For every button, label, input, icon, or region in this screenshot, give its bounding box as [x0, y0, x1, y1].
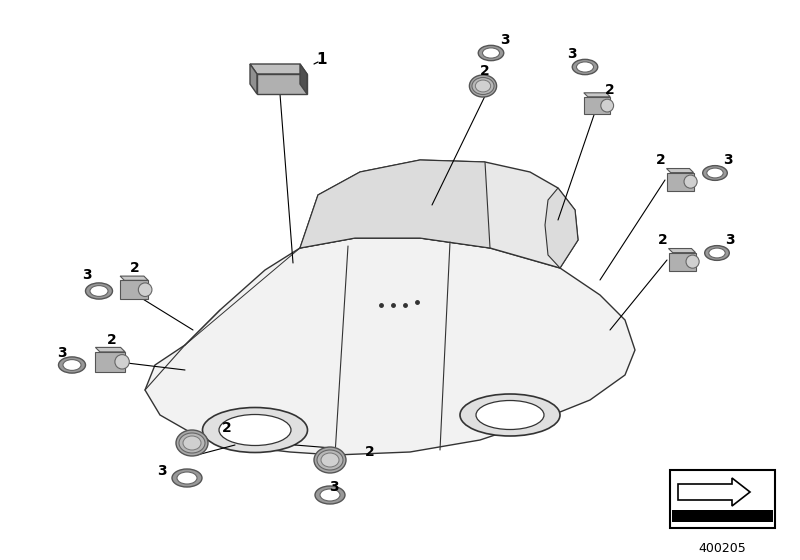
- Polygon shape: [120, 276, 148, 281]
- Ellipse shape: [172, 469, 202, 487]
- Polygon shape: [95, 347, 125, 352]
- Ellipse shape: [58, 357, 86, 373]
- Ellipse shape: [315, 486, 345, 504]
- Text: 2: 2: [658, 233, 668, 247]
- Polygon shape: [250, 64, 307, 74]
- Ellipse shape: [138, 283, 152, 296]
- Ellipse shape: [177, 472, 197, 484]
- Text: 1: 1: [317, 53, 327, 68]
- Text: 2: 2: [480, 64, 490, 78]
- Ellipse shape: [684, 175, 697, 188]
- Polygon shape: [669, 253, 695, 270]
- Ellipse shape: [176, 430, 208, 456]
- Ellipse shape: [707, 168, 723, 178]
- Polygon shape: [250, 64, 257, 94]
- Ellipse shape: [709, 248, 726, 258]
- Polygon shape: [584, 93, 610, 97]
- Polygon shape: [120, 281, 148, 299]
- Text: 2: 2: [107, 333, 117, 347]
- Polygon shape: [584, 97, 610, 114]
- Ellipse shape: [321, 453, 339, 467]
- Ellipse shape: [478, 45, 504, 60]
- Polygon shape: [257, 74, 307, 94]
- Ellipse shape: [183, 436, 201, 450]
- Bar: [672, 510, 773, 522]
- Ellipse shape: [572, 59, 598, 74]
- Polygon shape: [300, 160, 578, 268]
- Ellipse shape: [317, 450, 343, 470]
- Ellipse shape: [476, 400, 544, 430]
- Ellipse shape: [482, 48, 499, 58]
- Ellipse shape: [90, 286, 108, 296]
- Ellipse shape: [63, 360, 81, 370]
- Text: 3: 3: [57, 346, 67, 360]
- Polygon shape: [669, 249, 695, 253]
- Bar: [670, 470, 775, 528]
- Text: 3: 3: [157, 464, 167, 478]
- Text: 2: 2: [222, 421, 232, 435]
- Ellipse shape: [577, 62, 594, 72]
- Ellipse shape: [219, 414, 291, 446]
- Text: 3: 3: [723, 153, 733, 167]
- Text: 3: 3: [82, 268, 92, 282]
- Bar: [672, 472, 773, 510]
- Polygon shape: [666, 169, 694, 172]
- Ellipse shape: [601, 99, 614, 112]
- Ellipse shape: [686, 255, 699, 268]
- Ellipse shape: [475, 80, 490, 92]
- Text: 2: 2: [656, 153, 666, 167]
- Text: 2: 2: [130, 261, 140, 275]
- Ellipse shape: [179, 433, 205, 453]
- Ellipse shape: [320, 489, 340, 501]
- Text: 400205: 400205: [698, 542, 746, 555]
- Text: 3: 3: [567, 47, 577, 61]
- Polygon shape: [145, 238, 635, 455]
- Ellipse shape: [705, 246, 730, 260]
- Text: 2: 2: [365, 445, 375, 459]
- Polygon shape: [95, 352, 125, 372]
- Ellipse shape: [470, 75, 497, 97]
- Polygon shape: [666, 172, 694, 190]
- Ellipse shape: [702, 166, 727, 180]
- Ellipse shape: [86, 283, 113, 299]
- Ellipse shape: [115, 354, 130, 369]
- Ellipse shape: [314, 447, 346, 473]
- Polygon shape: [300, 160, 490, 248]
- Text: 3: 3: [329, 480, 339, 494]
- Text: 2: 2: [605, 83, 615, 97]
- Polygon shape: [545, 188, 578, 268]
- Text: 3: 3: [500, 33, 510, 47]
- Polygon shape: [300, 64, 307, 94]
- Ellipse shape: [460, 394, 560, 436]
- Ellipse shape: [202, 408, 307, 452]
- Text: 3: 3: [725, 233, 735, 247]
- Ellipse shape: [472, 77, 494, 95]
